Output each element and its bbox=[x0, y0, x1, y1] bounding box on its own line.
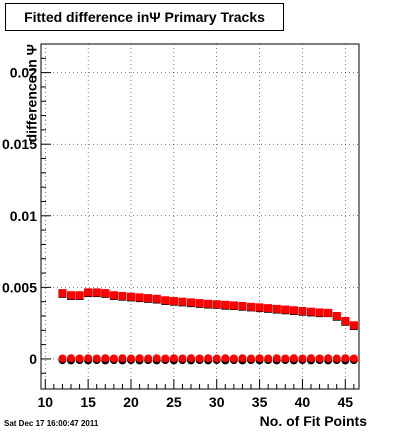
data-point-square bbox=[75, 291, 84, 300]
data-point-circle bbox=[298, 354, 307, 363]
y-axis-label-wrap: difference in Ψ bbox=[1, 44, 39, 204]
data-point-square bbox=[178, 297, 187, 306]
footer-timestamp: Sat Dec 17 16:00:47 2011 bbox=[4, 419, 99, 428]
x-tick-label: 35 bbox=[252, 394, 268, 410]
data-point-circle bbox=[204, 354, 213, 363]
data-point-square bbox=[127, 292, 135, 301]
data-point-circle bbox=[238, 354, 247, 363]
data-point-circle bbox=[315, 354, 324, 363]
x-tick-label: 25 bbox=[166, 394, 182, 410]
data-point-circle bbox=[212, 354, 221, 363]
x-tick-label: 30 bbox=[209, 394, 225, 410]
data-point-square bbox=[135, 293, 144, 302]
x-tick-label: 45 bbox=[337, 394, 353, 410]
data-point-circle bbox=[178, 354, 187, 363]
data-point-square bbox=[67, 291, 75, 300]
data-point-circle bbox=[264, 354, 273, 363]
data-point-square bbox=[264, 304, 273, 313]
data-point-square bbox=[272, 304, 281, 313]
data-point-square bbox=[144, 294, 153, 303]
data-point-circle bbox=[289, 354, 298, 363]
data-point-square bbox=[58, 289, 67, 298]
y-tick-label: 0.01 bbox=[10, 208, 37, 224]
data-point-circle bbox=[272, 354, 281, 363]
x-tick-label: 10 bbox=[37, 394, 53, 410]
data-point-circle bbox=[307, 354, 315, 363]
data-point-circle bbox=[152, 354, 161, 363]
chart-ticks bbox=[41, 57, 355, 389]
data-point-square bbox=[229, 301, 238, 310]
data-point-circle bbox=[118, 354, 127, 363]
data-point-circle bbox=[161, 354, 170, 363]
data-point-circle bbox=[135, 354, 144, 363]
data-point-square bbox=[324, 308, 333, 317]
data-point-square bbox=[298, 306, 307, 315]
data-point-circle bbox=[58, 354, 67, 363]
y-tick-label: 0.005 bbox=[2, 279, 37, 295]
data-point-square bbox=[315, 308, 324, 317]
data-point-square bbox=[212, 300, 221, 309]
data-point-square bbox=[255, 303, 264, 312]
data-point-square bbox=[92, 288, 101, 297]
x-axis-label: No. of Fit Points bbox=[259, 413, 367, 429]
data-point-circle bbox=[195, 354, 204, 363]
y-tick-label: 0.015 bbox=[2, 136, 37, 152]
data-point-square bbox=[204, 299, 213, 308]
data-point-circle bbox=[332, 354, 341, 363]
plot-frame bbox=[40, 43, 360, 390]
data-point-square bbox=[195, 299, 204, 308]
data-point-circle bbox=[255, 354, 264, 363]
data-point-circle bbox=[67, 354, 75, 363]
data-point-circle bbox=[127, 354, 135, 363]
data-point-square bbox=[109, 291, 118, 300]
chart-marks bbox=[58, 288, 358, 365]
data-point-circle bbox=[169, 354, 178, 363]
data-point-circle bbox=[221, 354, 230, 363]
data-point-square bbox=[349, 321, 358, 330]
data-point-square bbox=[187, 298, 195, 307]
data-point-circle bbox=[324, 354, 333, 363]
data-point-circle bbox=[109, 354, 118, 363]
data-point-circle bbox=[84, 354, 93, 363]
y-tick-label: 0 bbox=[29, 351, 37, 367]
data-point-circle bbox=[281, 354, 290, 363]
data-point-circle bbox=[144, 354, 153, 363]
data-point-circle bbox=[101, 354, 110, 363]
data-point-square bbox=[161, 296, 170, 305]
data-point-square bbox=[281, 305, 290, 314]
data-point-circle bbox=[92, 354, 101, 363]
data-point-circle bbox=[341, 354, 350, 363]
chart-title: Fitted difference inΨ Primary Tracks bbox=[5, 3, 284, 31]
chart-grid bbox=[41, 44, 359, 389]
data-point-circle bbox=[247, 354, 255, 363]
data-point-square bbox=[247, 302, 255, 311]
data-point-square bbox=[289, 306, 298, 315]
data-point-square bbox=[341, 317, 350, 326]
data-point-square bbox=[152, 294, 161, 303]
data-point-square bbox=[307, 307, 315, 316]
data-point-circle bbox=[229, 354, 238, 363]
x-tick-label: 20 bbox=[123, 394, 139, 410]
data-point-square bbox=[332, 311, 341, 320]
y-axis-label: difference in Ψ bbox=[23, 44, 39, 143]
data-point-square bbox=[101, 289, 110, 298]
x-tick-label: 40 bbox=[295, 394, 311, 410]
data-point-square bbox=[221, 300, 230, 309]
chart-tick-labels: 10 15 20 25 30 35 40 45 0 0.005 0.01 0.015 0.02 bbox=[2, 65, 353, 410]
data-point-square bbox=[169, 296, 178, 305]
data-point-square bbox=[118, 291, 127, 300]
y-tick-label: 0.02 bbox=[10, 65, 37, 81]
data-point-circle bbox=[349, 354, 358, 363]
data-point-square bbox=[238, 301, 247, 310]
data-point-circle bbox=[75, 354, 84, 363]
x-tick-label: 15 bbox=[80, 394, 96, 410]
data-point-circle bbox=[187, 354, 195, 363]
data-point-square bbox=[84, 288, 93, 297]
